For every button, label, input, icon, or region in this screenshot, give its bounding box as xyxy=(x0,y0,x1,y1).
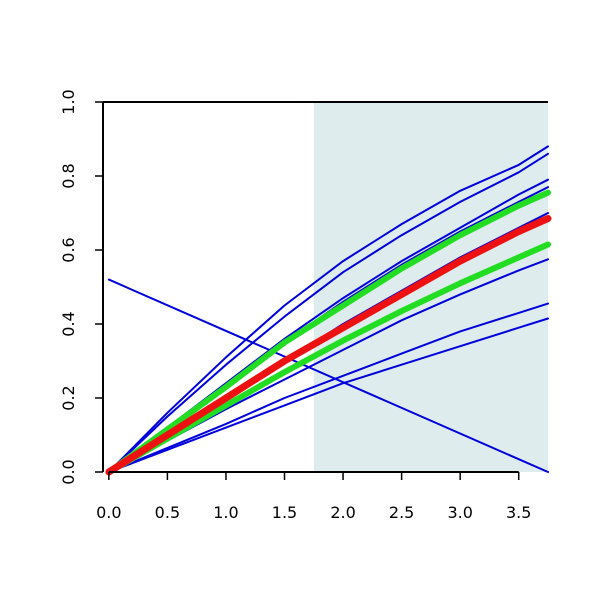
series-line-3-blue xyxy=(107,152,549,473)
x-tick-label: 0.5 xyxy=(155,503,180,522)
y-tick-label: 0.0 xyxy=(59,459,78,484)
y-tick-label: 0.2 xyxy=(59,385,78,410)
series-line-11-green xyxy=(105,241,551,475)
x-tick-label: 0.0 xyxy=(96,503,121,522)
x-tick-label: 1.0 xyxy=(213,503,238,522)
series-line-12-red xyxy=(105,215,552,476)
x-tick-label: 2.0 xyxy=(330,503,355,522)
y-tick-label: 0.4 xyxy=(59,311,78,336)
series-line-1-blue xyxy=(107,278,549,473)
series-line-8-blue xyxy=(107,302,549,473)
series-layer xyxy=(105,145,552,476)
y-tick-label: 0.6 xyxy=(59,237,78,262)
x-tick-label: 2.5 xyxy=(389,503,414,522)
x-tick-label: 3.5 xyxy=(506,503,531,522)
series-line-9-blue xyxy=(107,317,549,473)
series-line-10-green xyxy=(105,189,551,475)
x-axis: 0.0 0.5 1.0 1.5 2.0 2.5 3.0 3.5 xyxy=(96,471,531,522)
x-tick-label: 1.5 xyxy=(272,503,297,522)
shaded-region xyxy=(313,102,548,472)
y-tick-label: 0.8 xyxy=(59,163,78,188)
y-axis: 0.0 0.2 0.4 0.6 0.8 1.0 xyxy=(59,89,103,485)
y-tick-label: 1.0 xyxy=(59,89,78,114)
series-line-2-blue xyxy=(107,145,549,473)
x-tick-label: 3.0 xyxy=(447,503,472,522)
